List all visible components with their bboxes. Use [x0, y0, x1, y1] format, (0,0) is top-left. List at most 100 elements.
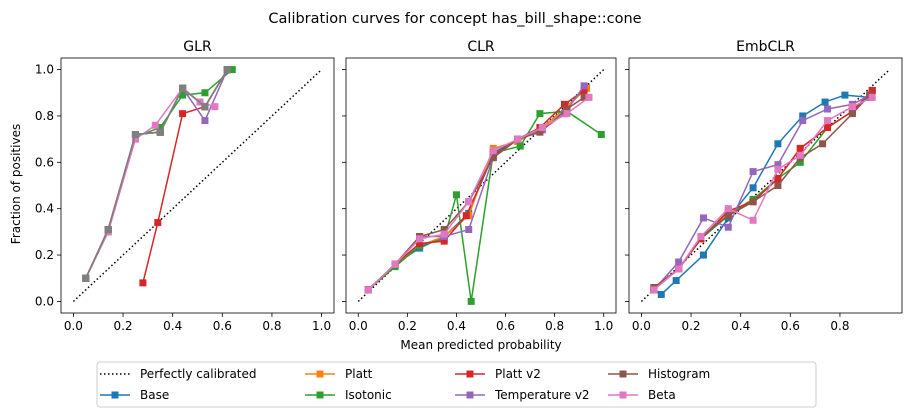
data-point — [440, 237, 448, 245]
legend-marker — [619, 370, 627, 378]
x-tick-label: 0.4 — [731, 319, 750, 333]
data-point — [672, 277, 680, 285]
data-point — [201, 117, 209, 125]
data-point — [796, 151, 804, 159]
x-tick-label: 1.0 — [312, 319, 331, 333]
data-point — [179, 84, 187, 92]
data-point — [724, 223, 732, 231]
series-line — [85, 69, 228, 279]
x-tick-label: 0.0 — [632, 319, 651, 333]
data-point — [131, 135, 139, 143]
x-tick-label: 0.6 — [496, 319, 515, 333]
data-point — [824, 105, 832, 113]
plot-area — [640, 69, 891, 302]
x-tick-label: 0.4 — [447, 319, 466, 333]
panel-embclr: EmbCLR 0.0 0.2 0.4 0.6 0.8 — [625, 39, 903, 333]
data-point — [211, 103, 219, 111]
legend-label: Isotonic — [345, 388, 392, 402]
data-point — [465, 198, 473, 206]
x-tick-label: 0.4 — [163, 319, 182, 333]
legend: Perfectly calibrated Base Platt Isotonic Pla… — [96, 361, 817, 408]
data-point — [824, 124, 832, 132]
data-point — [516, 142, 524, 150]
series-line — [142, 105, 206, 284]
panel-title: EmbCLR — [736, 39, 795, 55]
x-tick-label: 0.0 — [64, 319, 83, 333]
data-point — [514, 135, 522, 143]
data-point — [580, 82, 588, 90]
data-point — [821, 98, 829, 106]
panel-title: CLR — [467, 39, 495, 55]
panel-title: GLR — [183, 39, 212, 55]
data-point — [580, 93, 588, 101]
legend-marker — [111, 391, 119, 399]
data-point — [228, 66, 236, 74]
legend-marker — [316, 391, 324, 399]
x-axis-label: Mean predicted probability — [400, 338, 561, 352]
x-tick-label: 0.8 — [830, 319, 849, 333]
data-point — [462, 212, 470, 220]
data-point — [416, 239, 424, 247]
x-tick-label: 0.8 — [262, 319, 281, 333]
series-temperature-v2 — [82, 66, 231, 282]
legend-label: Temperature v2 — [494, 388, 590, 402]
data-point — [580, 86, 588, 94]
data-point — [201, 89, 209, 97]
data-point — [675, 265, 683, 273]
data-point — [131, 131, 139, 138]
data-point — [824, 117, 832, 125]
data-point — [560, 100, 568, 108]
data-point — [848, 103, 856, 111]
series-line — [653, 96, 873, 291]
legend-label: Platt — [345, 367, 373, 381]
series-line — [367, 96, 590, 291]
legend-item-isotonic: Isotonic — [305, 388, 392, 402]
series-platt-v2 — [139, 103, 209, 287]
data-point — [391, 260, 399, 268]
plot-area — [72, 66, 323, 302]
data-point — [774, 165, 782, 173]
x-tick-label: 0.8 — [545, 319, 564, 333]
legend-label: Beta — [648, 388, 676, 402]
data-point — [749, 198, 757, 206]
data-point — [799, 112, 807, 120]
series-line — [367, 110, 602, 302]
legend-item-histogram: Histogram — [608, 367, 710, 381]
data-point — [697, 233, 705, 240]
x-tick-label: 0.6 — [213, 319, 232, 333]
legend-item-platt: Platt — [305, 367, 373, 381]
perfectly-calibrated-line — [72, 69, 323, 302]
data-point — [699, 214, 707, 222]
y-axis-label: Fraction of positives — [9, 124, 23, 244]
series-histogram — [82, 66, 231, 282]
data-point — [563, 105, 571, 113]
data-point — [223, 66, 231, 74]
data-point — [489, 147, 497, 155]
data-point — [154, 219, 162, 227]
data-point — [104, 226, 112, 234]
data-point — [799, 117, 807, 125]
series-beta — [650, 93, 876, 294]
legend-label: Perfectly calibrated — [140, 367, 257, 381]
data-point — [749, 216, 757, 224]
legend-item-temperature-v2: Temperature v2 — [455, 388, 590, 402]
series-line — [85, 69, 233, 279]
axes-frame — [60, 57, 335, 314]
data-point — [774, 175, 782, 183]
legend-marker — [466, 370, 474, 378]
data-point — [774, 140, 782, 148]
legend-marker — [619, 391, 627, 399]
plot-area — [357, 69, 605, 305]
data-point — [841, 91, 849, 99]
x-tick-label: 0.2 — [681, 319, 700, 333]
y-tick-label: 0.2 — [35, 248, 54, 262]
axes-frame — [628, 57, 903, 314]
series-platt — [82, 66, 231, 282]
data-point — [675, 258, 683, 266]
data-point — [538, 124, 546, 132]
y-tick-label: 0.4 — [35, 202, 54, 216]
data-point — [774, 182, 782, 189]
data-point — [151, 121, 159, 129]
series-line — [85, 69, 228, 279]
